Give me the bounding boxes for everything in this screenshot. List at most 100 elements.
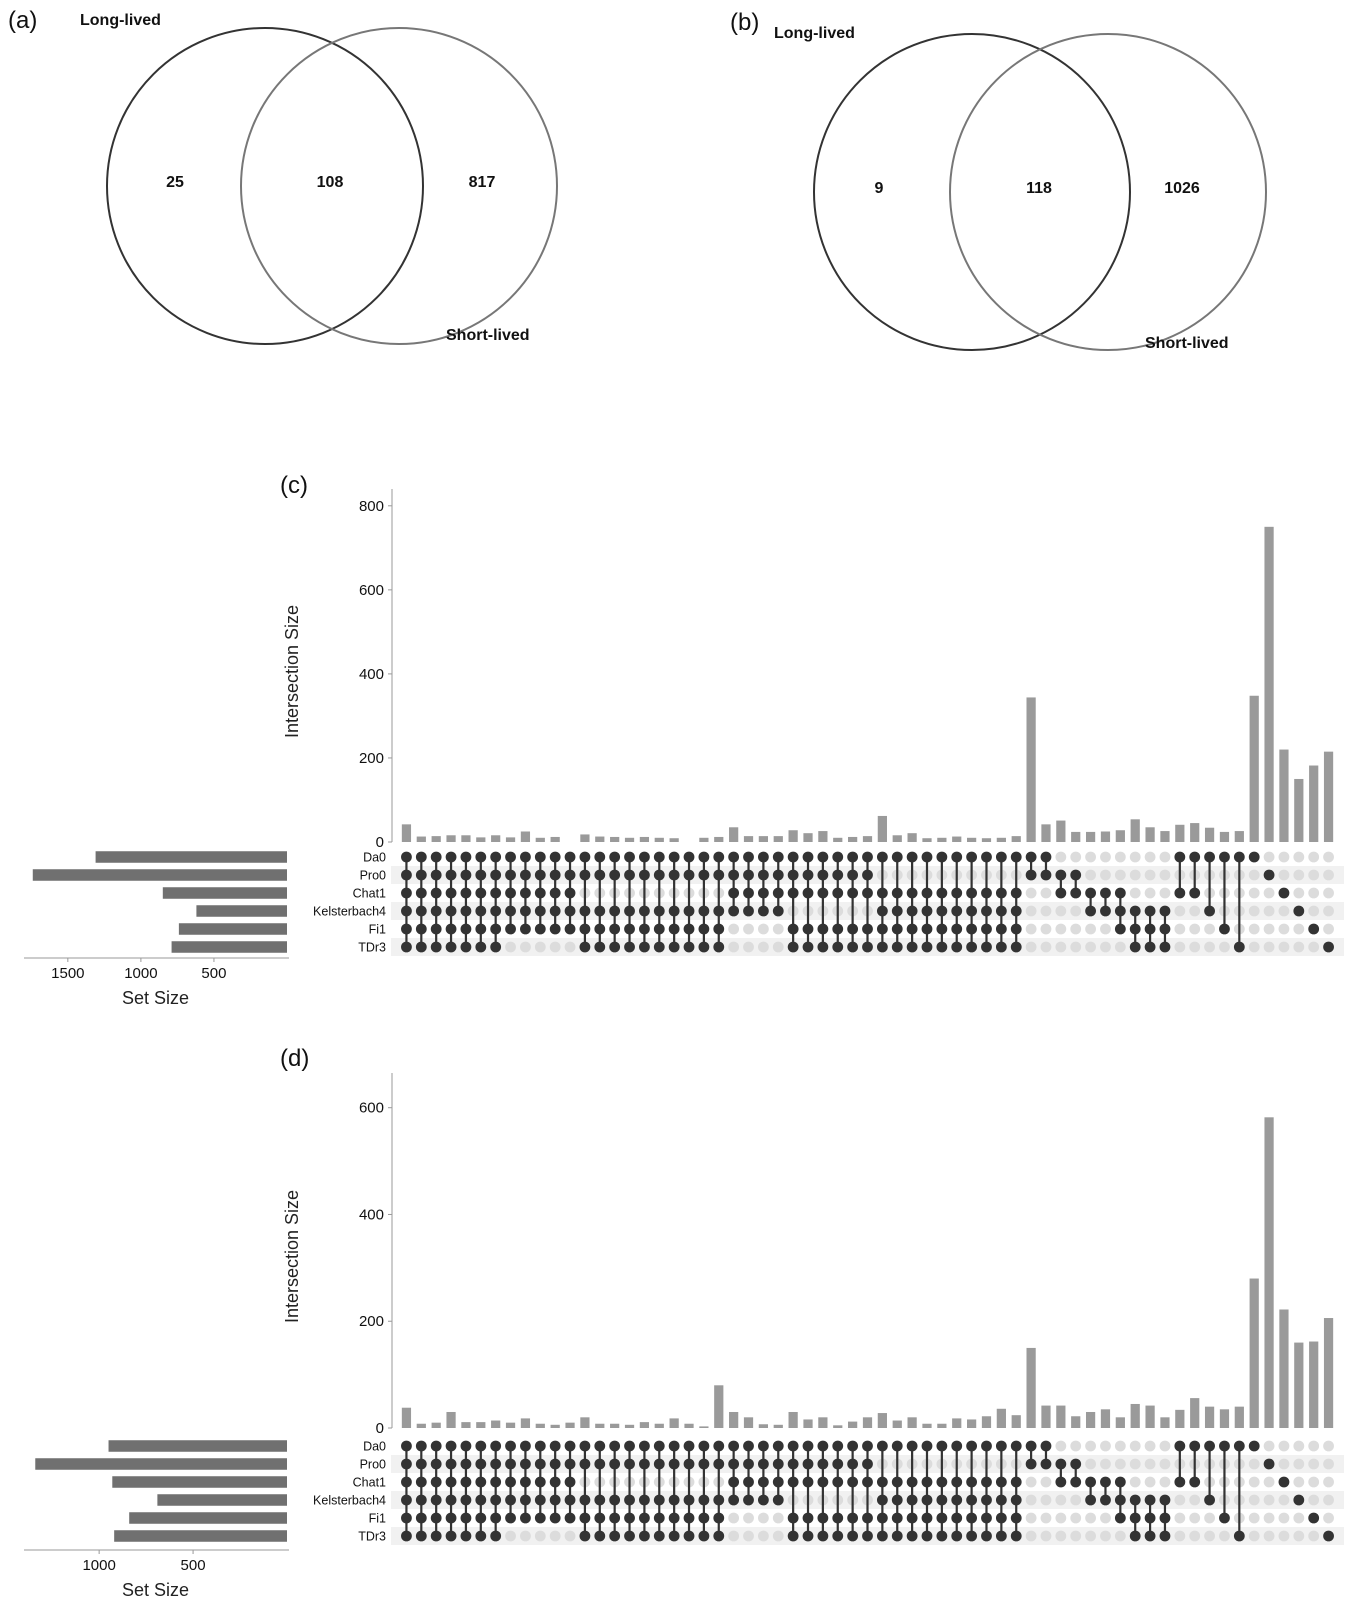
matrix-dot-filled: [802, 851, 814, 863]
matrix-dot-filled: [1085, 887, 1096, 899]
matrix-dot-filled: [475, 851, 487, 863]
matrix-dot-filled: [951, 851, 963, 863]
matrix-dot-filled: [579, 869, 591, 881]
matrix-dot-filled: [757, 851, 769, 863]
matrix-dot-empty: [1040, 1512, 1052, 1524]
intersection-bar: [1145, 827, 1155, 842]
matrix-dot-filled: [639, 869, 650, 881]
matrix-dot-filled: [936, 941, 948, 953]
matrix-dot-filled: [564, 1476, 576, 1488]
matrix-dot-filled: [817, 1476, 829, 1488]
set-size-bar: [171, 941, 287, 953]
matrix-dot-filled: [951, 887, 963, 899]
matrix-dot-empty: [1040, 905, 1052, 917]
matrix-dot-filled: [579, 1512, 591, 1524]
matrix-dot-filled: [668, 1458, 680, 1470]
matrix-dot-filled: [415, 1494, 427, 1506]
matrix-dot-filled: [490, 1476, 502, 1488]
matrix-dot-empty: [1100, 923, 1111, 935]
matrix-dot-filled: [1174, 851, 1186, 863]
matrix-dot-filled: [891, 1512, 903, 1524]
matrix-dot-filled: [862, 1476, 873, 1488]
matrix-dot-filled: [1114, 1494, 1126, 1506]
matrix-dot-filled: [430, 941, 442, 953]
matrix-dot-filled: [802, 1440, 814, 1452]
matrix-dot-filled: [683, 923, 695, 935]
matrix-dot-empty: [1055, 1512, 1067, 1524]
matrix-dot-empty: [757, 941, 769, 953]
matrix-dot-filled: [668, 1494, 680, 1506]
set-name-label: Chat1: [353, 887, 386, 901]
matrix-dot-filled: [624, 1494, 635, 1506]
matrix-dot-filled: [1293, 1494, 1305, 1506]
y-tick-label: 0: [376, 1420, 384, 1437]
matrix-dot-filled: [1070, 1476, 1082, 1488]
intersection-bar: [535, 837, 545, 842]
matrix-dot-empty: [1070, 1440, 1082, 1452]
matrix-dot-filled: [832, 1530, 844, 1542]
matrix-dot-filled: [490, 923, 502, 935]
intersection-bar: [446, 1411, 456, 1428]
intersection-bar: [580, 1417, 590, 1428]
matrix-dot-filled: [995, 923, 1007, 935]
matrix-dot-filled: [876, 923, 888, 935]
matrix-dot-empty: [1308, 905, 1320, 917]
matrix-dot-filled: [460, 923, 472, 935]
matrix-dot-empty: [1159, 1440, 1171, 1452]
matrix-dot-filled: [847, 1512, 859, 1524]
set-name-label: Kelsterbach4: [313, 905, 386, 919]
matrix-dot-filled: [981, 1512, 992, 1524]
matrix-dot-filled: [624, 1440, 635, 1452]
matrix-dot-filled: [728, 1494, 740, 1506]
intersection-bar: [461, 1422, 471, 1428]
matrix-dot-empty: [1248, 1476, 1260, 1488]
matrix-dot-filled: [639, 1440, 650, 1452]
matrix-dot-filled: [639, 1512, 650, 1524]
matrix-dot-filled: [832, 851, 844, 863]
matrix-dot-filled: [609, 1440, 621, 1452]
matrix-dot-empty: [1323, 851, 1334, 863]
matrix-dot-empty: [1100, 1440, 1111, 1452]
matrix-dot-empty: [534, 941, 546, 953]
matrix-dot-filled: [817, 1440, 829, 1452]
matrix-dot-filled: [891, 1530, 903, 1542]
matrix-dot-filled: [445, 1476, 457, 1488]
matrix-dot-filled: [713, 851, 725, 863]
matrix-dot-empty: [1278, 923, 1290, 935]
matrix-dot-empty: [1040, 1494, 1052, 1506]
matrix-dot-filled: [891, 1476, 903, 1488]
panel-label-b: (b): [730, 9, 759, 36]
matrix-dot-filled: [594, 1458, 606, 1470]
matrix-dot-filled: [624, 1512, 635, 1524]
matrix-dot-empty: [1070, 851, 1082, 863]
matrix-dot-filled: [490, 887, 502, 899]
intersection-bar: [1085, 1411, 1096, 1428]
matrix-dot-filled: [430, 1512, 442, 1524]
matrix-dot-filled: [505, 1476, 516, 1488]
matrix-dot-empty: [1293, 1476, 1305, 1488]
matrix-dot-filled: [564, 1440, 576, 1452]
matrix-dot-filled: [1278, 1476, 1290, 1488]
matrix-dot-filled: [1025, 1440, 1037, 1452]
matrix-dot-filled: [921, 887, 933, 899]
matrix-dot-empty: [772, 1512, 784, 1524]
matrix-dot-empty: [1129, 1440, 1141, 1452]
matrix-dot-empty: [772, 923, 784, 935]
intersection-bar: [967, 1419, 977, 1428]
matrix-dot-empty: [520, 1530, 531, 1542]
matrix-dot-filled: [891, 851, 903, 863]
matrix-dot-filled: [921, 851, 933, 863]
matrix-dot-filled: [698, 851, 710, 863]
matrix-dot-empty: [1263, 1494, 1275, 1506]
matrix-dot-filled: [936, 887, 948, 899]
matrix-dot-filled: [728, 1458, 740, 1470]
matrix-dot-filled: [668, 941, 680, 953]
intersection-bar: [476, 1422, 486, 1428]
matrix-dot-filled: [1233, 1440, 1245, 1452]
intersection-bar: [1085, 831, 1096, 842]
venn-circle-long-lived: [106, 27, 424, 345]
matrix-dot-filled: [787, 941, 799, 953]
matrix-dot-empty: [1159, 1458, 1171, 1470]
matrix-dot-filled: [683, 869, 695, 881]
